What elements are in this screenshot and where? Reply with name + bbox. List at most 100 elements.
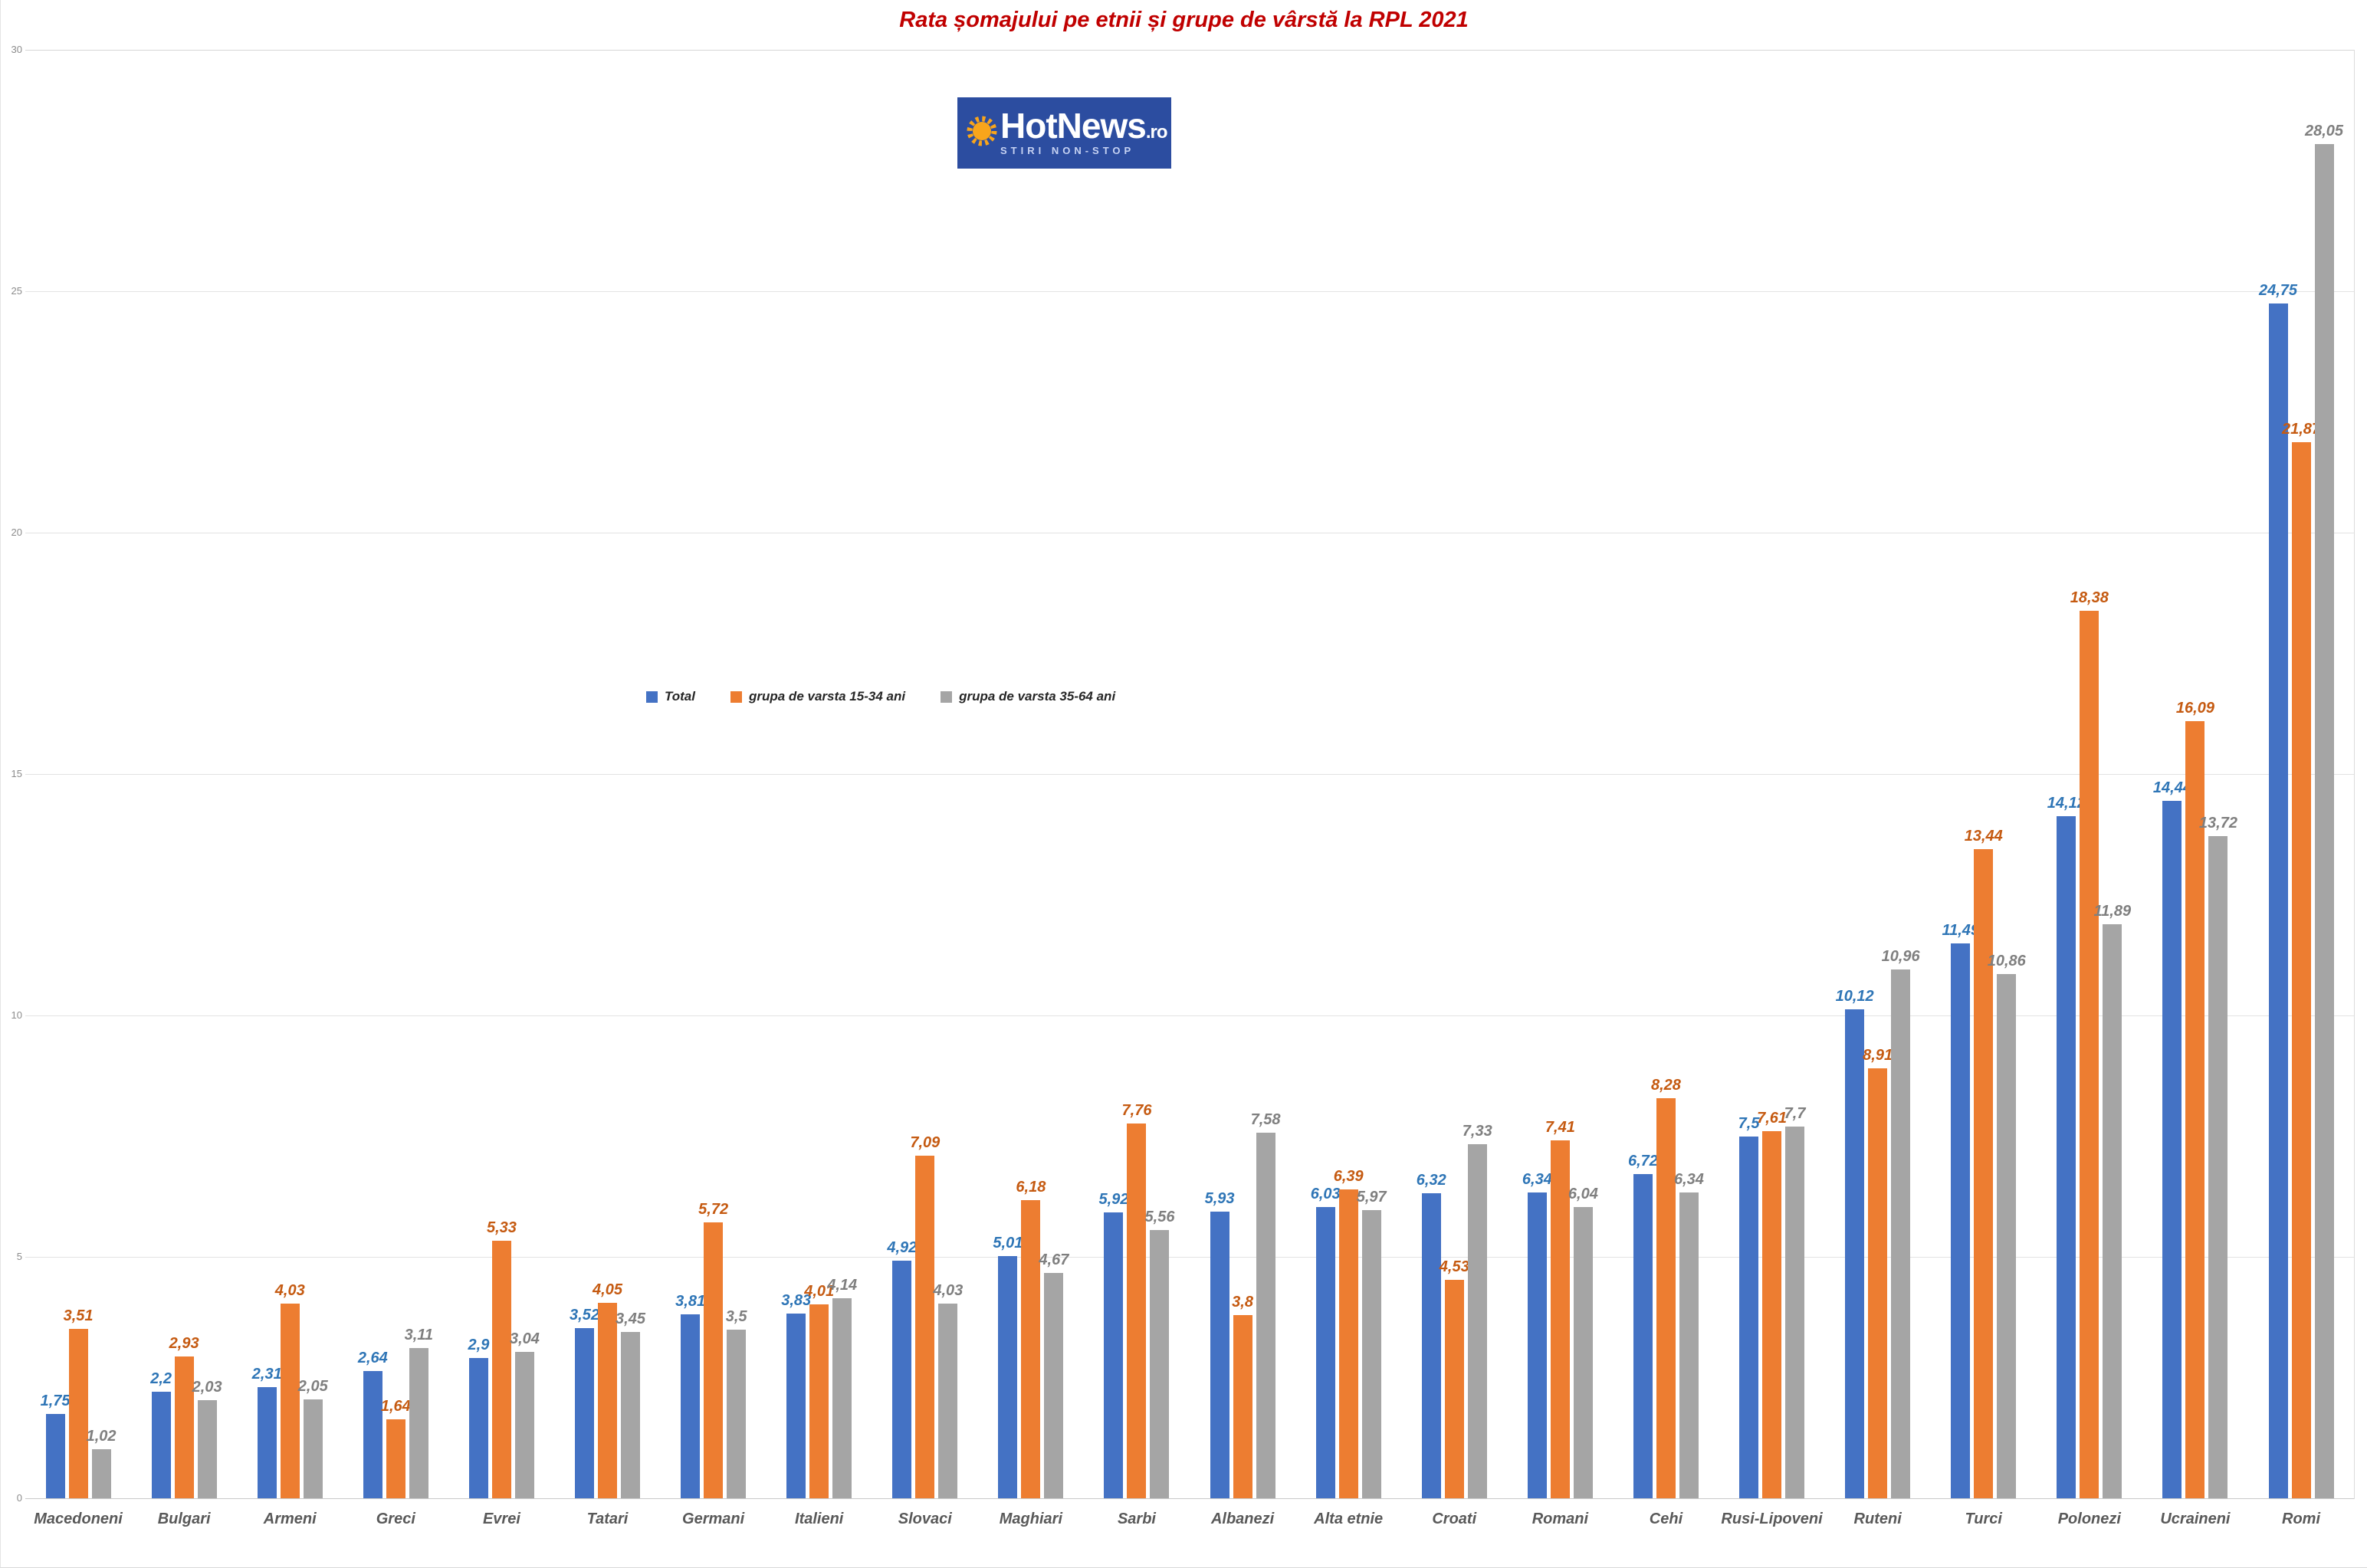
bar-label: 3,52 (570, 1307, 599, 1324)
bar (832, 1298, 852, 1498)
bar-label: 14,44 (2152, 779, 2191, 797)
bar-wrap: 5,01 (993, 1235, 1023, 1498)
bar-wrap: 18,38 (2070, 590, 2109, 1498)
bar (514, 1351, 534, 1498)
category-label-18: Turci (1965, 1511, 2002, 1527)
bar (45, 1413, 65, 1498)
bar (257, 1386, 277, 1498)
bar-group-5: 3,52 4,05 3,45 (554, 1282, 660, 1498)
bar (598, 1302, 618, 1498)
bar-label: 3,8 (1232, 1293, 1253, 1310)
bar-wrap: 3,83 (781, 1293, 811, 1498)
bar-wrap: 4,92 (887, 1240, 917, 1498)
bar (1527, 1192, 1547, 1498)
bar (151, 1392, 171, 1498)
bar-wrap: 7,41 (1545, 1120, 1575, 1498)
bar (2291, 442, 2311, 1498)
bar-label: 5,97 (1356, 1188, 1387, 1206)
bar-wrap: 6,34 (1674, 1172, 1704, 1498)
y-axis-tick-25: 25 (11, 285, 22, 297)
bar-group-15: 6,72 8,28 6,34 (1613, 1078, 1719, 1498)
category-label-21: Romi (2282, 1511, 2321, 1527)
bar (1997, 973, 2017, 1498)
bar-wrap: 4,14 (827, 1278, 857, 1498)
logo-brand: HotNews.ro (1000, 105, 1167, 146)
bar-wrap: 10,96 (1882, 949, 1920, 1498)
gridline-10 (25, 1015, 2354, 1016)
bar (363, 1370, 382, 1498)
bar-wrap: 6,03 (1311, 1186, 1341, 1498)
bar-wrap: 5,56 (1145, 1209, 1174, 1498)
bar (1739, 1136, 1759, 1498)
bar (1785, 1126, 1805, 1498)
bar-wrap: 7,33 (1463, 1124, 1492, 1498)
bar (1467, 1144, 1487, 1498)
bar (2057, 816, 2076, 1498)
bar-wrap: 2,05 (298, 1379, 328, 1498)
category-label-19: Polonezi (2057, 1511, 2121, 1527)
bar-label: 4,03 (274, 1282, 305, 1300)
bar (491, 1241, 511, 1498)
chart-title: Rata șomajului pe etnii și grupe de vârs… (899, 8, 1469, 32)
bar-label: 6,39 (1333, 1168, 1364, 1186)
bar (915, 1156, 935, 1498)
bar-label: 8,28 (1650, 1077, 1681, 1094)
bar-label: 5,72 (698, 1200, 729, 1218)
gridline-5 (25, 1257, 2354, 1258)
bar-group-16: 7,5 7,61 7,7 (1719, 1106, 1825, 1498)
bar-wrap: 13,44 (1965, 828, 2003, 1498)
bar (1315, 1207, 1335, 1498)
legend-swatch (646, 691, 658, 703)
category-label-15: Cehi (1649, 1511, 1683, 1527)
bar-wrap: 10,12 (1836, 989, 1874, 1498)
bar-label: 5,56 (1144, 1208, 1175, 1225)
category-label-7: Italieni (795, 1511, 844, 1527)
bar (1891, 969, 1911, 1498)
category-label-14: Romani (1531, 1511, 1589, 1527)
gridline-25 (25, 291, 2354, 292)
bar-label: 7,7 (1784, 1104, 1806, 1122)
bar-label: 2,64 (357, 1349, 388, 1366)
bar-wrap: 4,03 (933, 1283, 963, 1498)
bar-wrap: 6,34 (1522, 1172, 1552, 1498)
hotnews-logo: HotNews.ro STIRI NON-STOP (957, 97, 1171, 169)
bar-wrap: 4,67 (1039, 1252, 1069, 1498)
bar-label: 2,9 (468, 1337, 490, 1354)
bar-group-7: 3,83 4,01 4,14 (767, 1278, 872, 1498)
bar-label: 5,92 (1098, 1191, 1129, 1208)
bar (1150, 1229, 1170, 1498)
bar-label: 4,03 (933, 1282, 964, 1300)
bar-label: 5,01 (993, 1235, 1023, 1252)
bar (468, 1358, 488, 1498)
bar-wrap: 3,81 (675, 1294, 705, 1498)
bar-wrap: 28,05 (2305, 123, 2343, 1498)
bar-label: 2,2 (150, 1370, 172, 1388)
bar-wrap: 14,44 (2153, 780, 2191, 1498)
bar (2080, 611, 2099, 1498)
bar (1104, 1212, 1124, 1498)
bar-wrap: 7,76 (1122, 1103, 1151, 1498)
bar-group-11: 5,93 3,8 7,58 (1190, 1112, 1295, 1498)
bar-wrap: 7,58 (1251, 1112, 1281, 1498)
bar-label: 5,93 (1204, 1190, 1235, 1208)
category-label-6: Germani (682, 1511, 745, 1527)
bar (1421, 1192, 1441, 1498)
bar-label: 16,09 (2175, 700, 2214, 717)
bar-wrap: 3,51 (64, 1308, 94, 1498)
bar (91, 1448, 111, 1498)
bar-wrap: 3,11 (405, 1327, 433, 1498)
bar-label: 6,04 (1568, 1185, 1598, 1202)
legend-label: Total (665, 689, 695, 704)
bar-label: 7,41 (1545, 1119, 1575, 1137)
bar-group-13: 6,32 4,53 7,33 (1401, 1124, 1507, 1498)
bar (1550, 1140, 1570, 1498)
bar (1444, 1279, 1464, 1498)
category-label-9: Maghiari (999, 1511, 1063, 1527)
gridline-15 (25, 774, 2354, 775)
bar-wrap: 5,93 (1205, 1191, 1235, 1498)
legend-item-2: grupa de varsta 35-64 ani (941, 689, 1115, 704)
bar (1044, 1272, 1064, 1498)
bar-group-12: 6,03 6,39 5,97 (1295, 1169, 1401, 1498)
bar-label: 2,31 (251, 1365, 282, 1383)
